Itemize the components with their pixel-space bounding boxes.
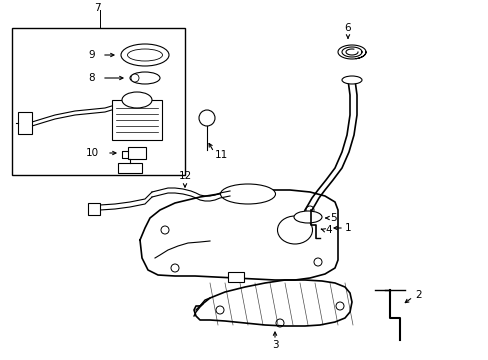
Ellipse shape	[131, 74, 139, 82]
Text: 5: 5	[329, 213, 336, 223]
Bar	[227, 272, 244, 282]
Ellipse shape	[341, 76, 361, 84]
Ellipse shape	[127, 49, 162, 61]
Ellipse shape	[277, 216, 312, 244]
Ellipse shape	[122, 92, 152, 108]
Ellipse shape	[121, 44, 169, 66]
Circle shape	[199, 110, 215, 126]
Ellipse shape	[293, 211, 321, 223]
Text: 10: 10	[85, 148, 99, 158]
Text: 4: 4	[325, 225, 331, 235]
Text: 2: 2	[414, 290, 421, 300]
Text: 8: 8	[88, 73, 95, 83]
Bar	[112, 100, 162, 140]
Ellipse shape	[130, 72, 160, 84]
Text: 6: 6	[344, 23, 350, 33]
Text: 12: 12	[178, 171, 191, 181]
Bar	[12, 28, 184, 175]
Text: 9: 9	[88, 50, 95, 60]
Ellipse shape	[220, 184, 275, 204]
Bar	[128, 147, 146, 159]
Bar	[18, 112, 32, 134]
Bar	[88, 203, 100, 215]
Bar	[118, 163, 142, 173]
Text: 7: 7	[94, 3, 100, 13]
Text: 3: 3	[271, 340, 278, 350]
Text: 1: 1	[345, 223, 351, 233]
Text: 11: 11	[215, 150, 228, 160]
